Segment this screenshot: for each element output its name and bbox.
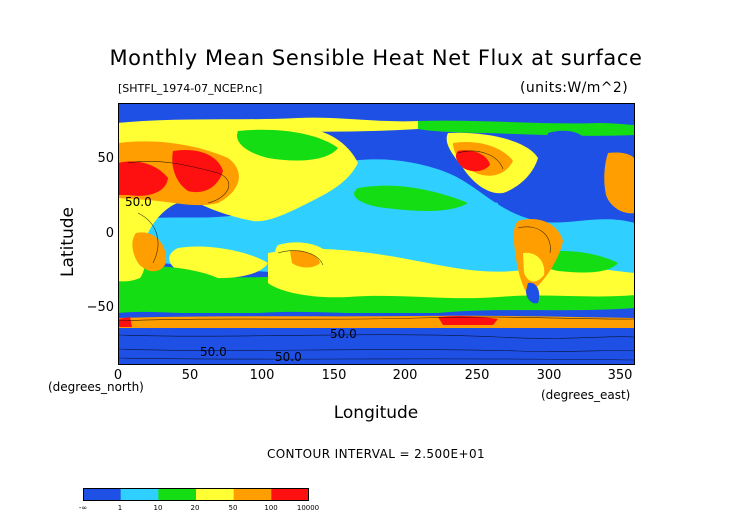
colorbar-label: 1 <box>117 504 123 512</box>
yellow-indian-ocean <box>169 246 268 279</box>
x-tick-label: 50 <box>181 368 199 383</box>
y-tick-label: −50 <box>86 300 114 315</box>
antarctic-orange-margin <box>118 315 635 328</box>
colorbar-label: -∞ <box>78 504 88 512</box>
europe-east-orange <box>604 152 635 214</box>
siberia-green <box>237 129 338 161</box>
contour-label: 50.0 <box>125 195 152 209</box>
x-tick-label: 250 <box>464 368 490 383</box>
colorbar-swatch <box>233 488 272 501</box>
y-tick-label: 0 <box>105 226 114 241</box>
yellow-south-belt <box>268 248 635 299</box>
contour-interval-text: CONTOUR INTERVAL = 2.500E+01 <box>266 447 486 461</box>
colorbar-swatch <box>271 488 309 501</box>
contour-label: 50.0 <box>200 345 227 359</box>
y-axis-label: Latitude <box>58 207 78 277</box>
x-axis-units: (degrees_east) <box>541 388 631 402</box>
y-tick-label: 50 <box>97 151 114 166</box>
contour-label: 50.0 <box>330 327 357 341</box>
colorbar-swatch <box>83 488 121 501</box>
green-mid-pacific <box>354 185 468 211</box>
y-axis-units: (degrees_north) <box>48 380 144 394</box>
arctic-top <box>118 103 635 121</box>
dataset-filename: [SHTFL_1974-07_NCEP.nc] <box>118 82 263 95</box>
colorbar-label: 100 <box>264 504 278 512</box>
green-indian-ocean <box>128 266 218 291</box>
south-america-tip <box>526 282 540 304</box>
x-tick-label: 300 <box>536 368 562 383</box>
contour-label: 50.0 <box>275 350 302 364</box>
colorbar-label: 10000 <box>296 504 320 512</box>
units-label: (units:W/m^2) <box>520 80 629 96</box>
flux-map <box>118 103 635 365</box>
colorbar-swatch <box>120 488 159 501</box>
colorbar-label: 10 <box>153 504 163 512</box>
colorbar-swatch <box>158 488 197 501</box>
colorbar-label: 50 <box>228 504 238 512</box>
map-title: Monthly Mean Sensible Heat Net Flux at s… <box>109 46 643 70</box>
x-tick-label: 350 <box>607 368 633 383</box>
sahara-red <box>118 161 168 196</box>
x-tick-label: 100 <box>249 368 275 383</box>
south-america-yellow <box>523 252 545 282</box>
colorbar-swatch <box>196 488 234 501</box>
x-tick-label: 150 <box>321 368 347 383</box>
x-tick-label: 0 <box>113 368 123 383</box>
greenland <box>547 130 590 160</box>
colorbar <box>83 488 309 501</box>
colorbar-label: 20 <box>190 504 200 512</box>
middle-east-red <box>172 149 223 193</box>
arctic-green <box>418 120 635 136</box>
x-axis-label: Longitude <box>333 403 419 423</box>
x-tick-label: 200 <box>392 368 418 383</box>
map-frame <box>118 103 635 365</box>
north-america-red <box>455 150 490 172</box>
